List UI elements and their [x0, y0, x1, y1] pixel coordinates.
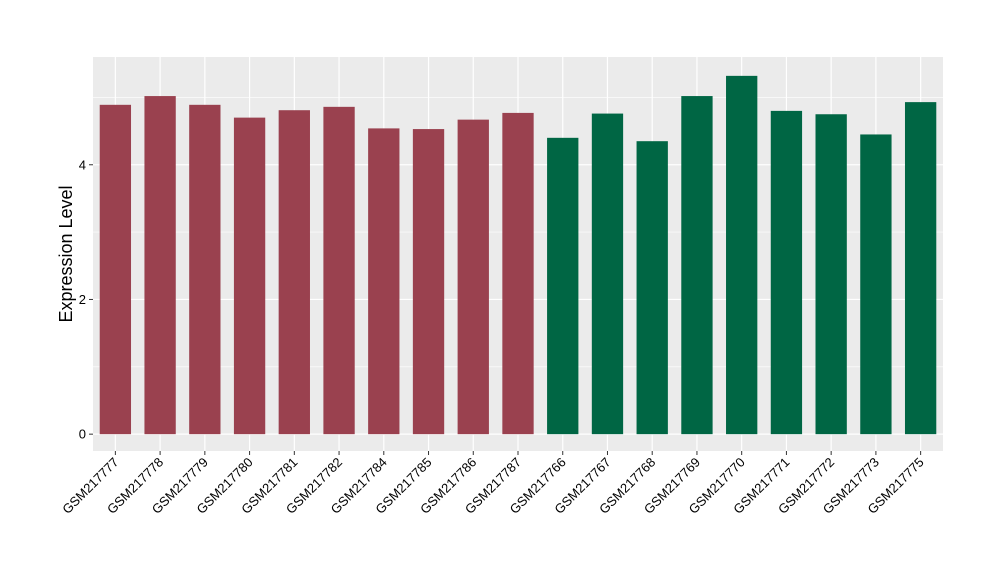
- bar-GSM217781: [278, 110, 310, 435]
- bar-GSM217772: [815, 114, 847, 435]
- bar-GSM217778: [144, 96, 176, 435]
- bar-GSM217784: [368, 128, 400, 435]
- bar-GSM217775: [904, 102, 937, 435]
- bar-GSM217771: [770, 110, 803, 435]
- bar-GSM217770: [726, 75, 758, 435]
- bars: [99, 75, 937, 435]
- y-tick-label: 0: [79, 427, 86, 442]
- bar-GSM217767: [591, 113, 624, 435]
- y-axis-title: Expression Level: [56, 185, 76, 322]
- bar-GSM217786: [457, 119, 489, 435]
- bar-GSM217782: [323, 106, 355, 435]
- bar-GSM217773: [860, 134, 892, 435]
- bar-GSM217766: [547, 137, 579, 435]
- bar-GSM217768: [636, 141, 668, 435]
- bar-GSM217787: [502, 112, 534, 435]
- bar-GSM217785: [412, 129, 445, 435]
- bar-GSM217780: [233, 117, 266, 435]
- bar-GSM217777: [99, 104, 132, 435]
- y-tick-label: 2: [79, 292, 86, 307]
- bar-GSM217779: [189, 104, 221, 435]
- y-tick-label: 4: [79, 157, 86, 172]
- x-axis: GSM217777GSM217778GSM217779GSM217780GSM2…: [59, 451, 927, 517]
- bar-GSM217769: [681, 96, 713, 435]
- y-axis: 0 2 4: [79, 157, 93, 442]
